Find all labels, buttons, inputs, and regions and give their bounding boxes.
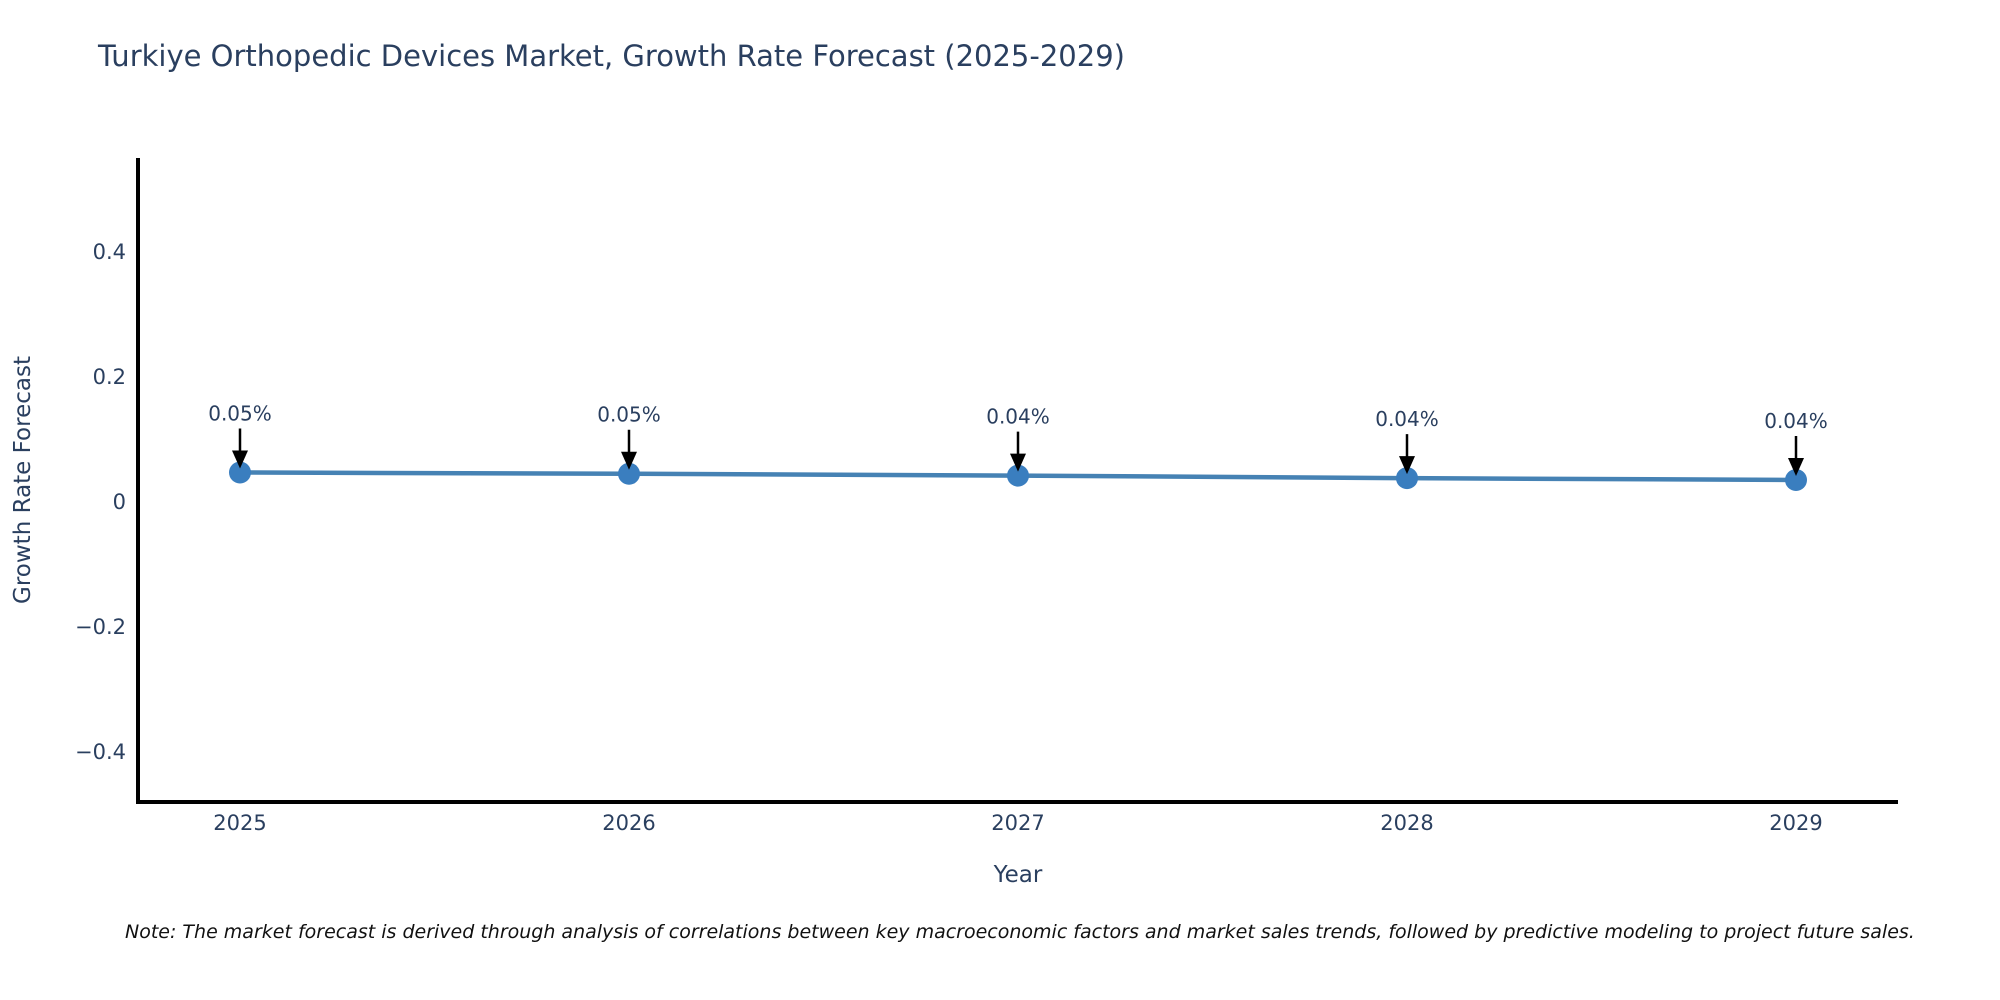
- annotation-arrowhead-icon: [1010, 453, 1026, 472]
- chart-title: Turkiye Orthopedic Devices Market, Growt…: [97, 39, 1125, 73]
- point-annotation: 0.04%: [1375, 407, 1439, 475]
- data-point-marker: [1785, 469, 1807, 491]
- annotation-value-label: 0.04%: [986, 405, 1050, 429]
- annotation-value-label: 0.05%: [208, 401, 272, 425]
- annotation-arrowhead-icon: [232, 450, 248, 469]
- annotation-value-label: 0.05%: [597, 403, 661, 427]
- y-tick-label: 0.4: [93, 240, 126, 264]
- point-annotation: 0.05%: [208, 401, 272, 469]
- data-point-marker: [229, 461, 251, 484]
- x-tick-label: 2025: [213, 811, 266, 835]
- x-axis-title: Year: [993, 862, 1043, 888]
- y-tick-label: 0.2: [93, 365, 126, 389]
- data-point-marker: [1396, 467, 1418, 490]
- y-axis-title: Growth Rate Forecast: [10, 356, 36, 604]
- annotation-value-label: 0.04%: [1764, 409, 1828, 433]
- y-tick-label: 0: [113, 490, 126, 514]
- y-axis-tick-labels: 0.4 0.2 0 −0.2 −0.4: [75, 240, 126, 764]
- annotation-value-label: 0.04%: [1375, 407, 1439, 431]
- footnote: Note: The market forecast is derived thr…: [125, 921, 1915, 943]
- x-tick-label: 2028: [1380, 811, 1433, 835]
- x-tick-label: 2026: [602, 811, 655, 835]
- point-annotation: 0.05%: [597, 403, 661, 470]
- x-axis-tick-labels: 2025 2026 2027 2028 2029: [213, 811, 1822, 835]
- annotation-arrowhead-icon: [621, 451, 637, 470]
- y-tick-label: −0.4: [75, 740, 126, 764]
- forecast-line-series: [229, 461, 1807, 491]
- y-tick-label: −0.2: [75, 615, 126, 639]
- axes: 0.4 0.2 0 −0.2 −0.4 2025 2026 2027 2028 2029 Gro…: [10, 158, 1898, 888]
- annotation-arrowhead-icon: [1788, 458, 1804, 476]
- data-point-marker: [1007, 464, 1029, 487]
- point-annotations: 0.05% 0.05% 0.04% 0.04% 0.04%: [208, 401, 1828, 476]
- annotation-arrowhead-icon: [1399, 456, 1415, 475]
- x-tick-label: 2027: [991, 811, 1044, 835]
- point-annotation: 0.04%: [1764, 409, 1828, 476]
- point-annotation: 0.04%: [986, 405, 1050, 472]
- data-point-marker: [618, 462, 640, 485]
- x-tick-label: 2029: [1769, 811, 1822, 835]
